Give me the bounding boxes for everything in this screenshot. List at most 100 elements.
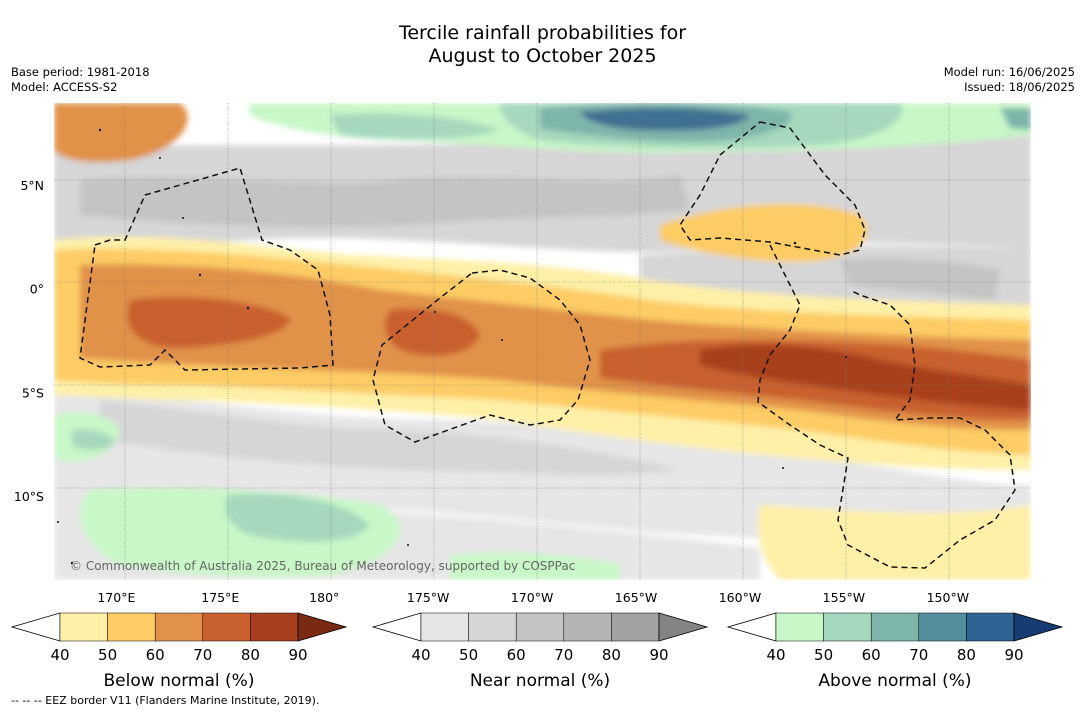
colorbar-tick-label: 80 (241, 646, 260, 664)
colorbar-segment (918, 612, 967, 642)
below-normal-southeast (758, 505, 1031, 580)
above-normal-50-north-west (330, 113, 500, 140)
lon-tick-label: 175°E (201, 590, 239, 605)
island-marker (182, 217, 184, 219)
eez-tuvalu-kiribati-west (79, 167, 334, 371)
above-normal-40-south-mid (450, 553, 620, 580)
eez-line-islands-south (757, 244, 1016, 569)
chart-title: Tercile rainfall probabilities for Augus… (0, 22, 1085, 68)
colorbar-segment (870, 612, 920, 642)
gridlines (54, 103, 1031, 580)
colorbar-segment (966, 612, 1015, 642)
copyright-notice: © Commonwealth of Australia 2025, Bureau… (70, 559, 575, 573)
colorbar-tick-label: 40 (50, 646, 69, 664)
colorbar-segment (823, 612, 872, 642)
colorbar-low-extend (371, 612, 422, 642)
lat-tick-label: 5°N (20, 178, 44, 193)
meta-left: Base period: 1981-2018 Model: ACCESS-S2 (11, 65, 150, 95)
colorbar-high-extend (1013, 612, 1064, 642)
lon-tick-label: 155°W (823, 590, 865, 605)
below-normal-70-mid (384, 308, 480, 356)
colorbar-high-extend (658, 612, 709, 642)
lon-tick-label: 170°W (511, 590, 553, 605)
colorbar-tick-label: 90 (288, 646, 307, 664)
eez-borders (79, 121, 1016, 569)
below-normal-northwest (54, 103, 188, 162)
colorbar-tick-label: 80 (602, 646, 621, 664)
lat-tick-label: 10°S (14, 489, 44, 504)
colorbar-low-extend (10, 612, 61, 642)
lat-tick-label: 5°S (22, 385, 44, 400)
meta-right: Model run: 16/06/2025 Issued: 18/06/2025 (944, 65, 1075, 95)
probability-map: © Commonwealth of Australia 2025, Bureau… (54, 103, 1031, 580)
colorbar-tick-label: 60 (862, 646, 881, 664)
eez-phoenix (372, 269, 591, 443)
colorbar-tick-label: 50 (814, 646, 833, 664)
island-marker (198, 273, 202, 277)
near-normal-south-core (100, 400, 680, 475)
lon-tick-label: 160°W (719, 590, 761, 605)
lon-tick-label: 170°E (97, 590, 135, 605)
below-normal-northeast (660, 204, 868, 262)
colorbar-segment (250, 612, 299, 642)
island-marker (407, 544, 409, 546)
lon-tick-label: 175°W (407, 590, 449, 605)
base-period: Base period: 1981-2018 (11, 65, 150, 79)
island-marker (782, 467, 784, 469)
colorbar-tick-label: 60 (146, 646, 165, 664)
lon-tick-label: 165°W (615, 590, 657, 605)
above-normal-80-north (580, 107, 750, 131)
colorbar-tick-label: 40 (766, 646, 785, 664)
island-marker (793, 241, 797, 245)
colorbar-segment (59, 612, 108, 642)
colorbar-segment (775, 612, 824, 642)
colorbar-segment (202, 612, 251, 642)
island-marker (98, 128, 102, 132)
colorbar-tick-label: 90 (1004, 646, 1023, 664)
island-marker (70, 561, 74, 565)
colorbar-segment (611, 612, 660, 642)
colorbar-segment (107, 612, 156, 642)
island-marker (434, 311, 436, 313)
lon-tick-label: 180° (309, 590, 339, 605)
colorbar-title: Near normal (%) (470, 671, 610, 691)
colorbar-tick-label: 50 (98, 646, 117, 664)
colorbar: 40 50 60 70 80 90 Near normal (%) (371, 612, 709, 691)
colorbar-tick-label: 90 (649, 646, 668, 664)
near-normal-north-core (80, 175, 690, 227)
colorbar-high-extend (297, 612, 348, 642)
near-normal-east-core (840, 258, 1000, 300)
colorbar-tick-label: 70 (554, 646, 573, 664)
colorbar-low-extend (726, 612, 777, 642)
colorbar-segment (154, 612, 204, 642)
below-normal-80-east (700, 344, 1031, 410)
island-marker (159, 157, 161, 159)
colorbar-title: Below normal (%) (104, 671, 255, 691)
above-normal-50-southwest (72, 429, 115, 450)
lat-tick-label: 0° (30, 282, 44, 297)
colorbar-tick-label: 60 (507, 646, 526, 664)
above-normal-northeast (1000, 108, 1031, 130)
island-markers (57, 128, 847, 565)
eez-line-islands-north (679, 121, 866, 256)
title-line-2: August to October 2025 (428, 45, 657, 67)
lon-tick-label: 150°W (927, 590, 969, 605)
model-name: Model: ACCESS-S2 (11, 80, 118, 94)
model-run: Model run: 16/06/2025 (943, 65, 1075, 79)
colorbars: 40 50 60 70 80 90 Below normal (%) 40 50 60 70 80 90… (10, 612, 1064, 691)
island-marker (501, 339, 503, 341)
below-normal-70-west (127, 296, 290, 348)
island-marker (845, 356, 847, 358)
title-line-1: Tercile rainfall probabilities for (398, 22, 687, 44)
island-marker (246, 306, 250, 310)
colorbar-segment (468, 612, 517, 642)
colorbar-tick-label: 70 (193, 646, 212, 664)
colorbar-tick-label: 70 (909, 646, 928, 664)
colorbar: 40 50 60 70 80 90 Above normal (%) (726, 612, 1064, 691)
colorbar-tick-label: 50 (459, 646, 478, 664)
colorbar-segment (563, 612, 612, 642)
island-marker (57, 521, 59, 523)
above-normal-50-south (225, 494, 370, 542)
axis-ticks: 5°N 0° 5°S 10°S 170°E 175°E 180° 175°W 170°W 165°… (14, 178, 969, 605)
